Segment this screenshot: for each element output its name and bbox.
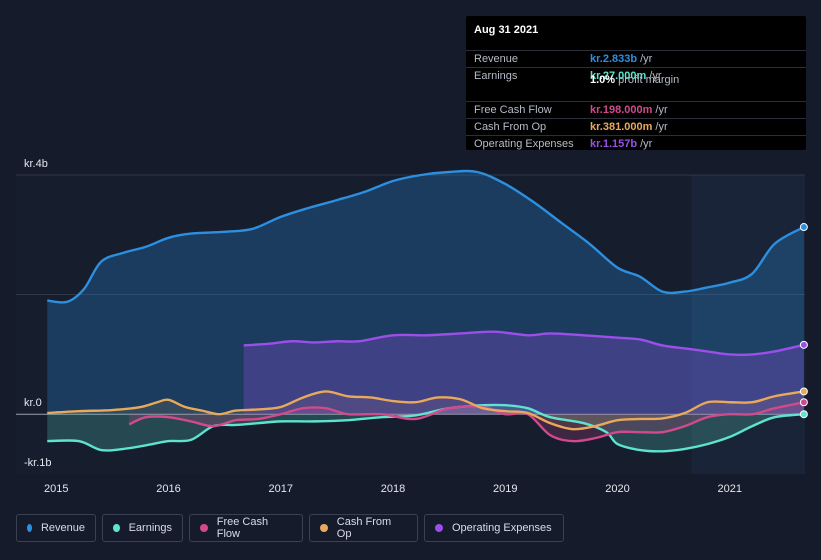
legend-label: Free Cash Flow: [216, 516, 269, 540]
grid-lines: [16, 174, 805, 415]
tooltip-row-free-cash-flow: Free Cash Flow kr.198.000m/yr: [466, 101, 806, 118]
legend-label: Cash From Op: [336, 516, 392, 540]
forecast-band-rect: [691, 175, 805, 474]
x-tick-label: 2018: [381, 483, 405, 495]
series-end-markers: [799, 223, 808, 419]
legend-dot-icon: [320, 524, 328, 532]
x-tick-label: 2020: [605, 483, 629, 495]
tooltip-value: kr.198.000m/yr: [590, 104, 668, 116]
legend-free-cash-flow[interactable]: Free Cash Flow: [189, 514, 303, 542]
legend-dot-icon: [113, 524, 120, 532]
x-tick-label: 2019: [493, 483, 517, 495]
tooltip-label: Revenue: [474, 53, 519, 65]
tooltip-unit: /yr: [655, 121, 668, 133]
tooltip-unit: /yr: [649, 70, 662, 82]
revenue-line: [47, 169, 805, 304]
legend-earnings[interactable]: Earnings: [102, 514, 183, 542]
series-lines: [47, 169, 805, 453]
tooltip-label: Operating Expenses: [474, 138, 574, 150]
y-tick-label: kr.0: [24, 397, 42, 409]
tooltip-row-operating-expenses: Operating Expenses kr.1.157b/yr: [466, 135, 806, 152]
revenue-end-point: [799, 223, 808, 232]
tooltip-label: Earnings: [474, 70, 518, 82]
tooltip-value: kr.2.833b/yr: [590, 53, 653, 65]
legend-label: Operating Expenses: [452, 522, 552, 534]
legend-label: Earnings: [128, 522, 172, 534]
legend-revenue[interactable]: Revenue: [16, 514, 96, 542]
earnings-end-point: [799, 410, 808, 419]
tooltip-label: Cash From Op: [474, 121, 547, 133]
x-axis-ticks: 2015 2016 2017 2018 2019 2020 2021: [44, 483, 742, 495]
legend-label: Revenue: [40, 522, 85, 534]
operating-expenses-area: [243, 331, 804, 415]
free-cash-flow-end-point: [799, 398, 808, 407]
tooltip-value: kr.381.000m/yr: [590, 121, 668, 133]
tooltip-row-earnings: Earnings kr.27.000m/yr: [466, 67, 806, 84]
cash-from-op-end-point: [799, 387, 808, 396]
tooltip-value: kr.1.157b/yr: [590, 138, 653, 150]
operating-expenses-end-point: [799, 340, 808, 349]
profit-margin: 1.0% profit margin: [590, 74, 679, 86]
tooltip-value: kr.27.000m/yr: [590, 70, 662, 82]
tooltip-unit: /yr: [640, 138, 653, 150]
tooltip-label: Free Cash Flow: [474, 104, 552, 116]
history-band: [16, 175, 692, 474]
tooltip-row-cash-from-op: Cash From Op kr.381.000m/yr: [466, 118, 806, 135]
tooltip-row-revenue: Revenue kr.2.833b/yr: [466, 50, 806, 67]
tooltip-unit: /yr: [655, 104, 668, 116]
tooltip-unit: /yr: [640, 53, 653, 65]
legend-dot-icon: [200, 524, 208, 532]
cash-from-op-line: [47, 390, 805, 431]
y-axis-ticks: kr.4b kr.0 -kr.1b: [24, 158, 52, 469]
operating-expenses-line: [243, 330, 805, 356]
tooltip: Aug 31 2021 Revenue kr.2.833b/yr Earnings k…: [466, 16, 806, 150]
profit-margin-value: 1.0%: [590, 74, 616, 86]
x-tick-label: 2017: [269, 483, 293, 495]
tooltip-date: Aug 31 2021: [474, 24, 539, 36]
x-tick-label: 2021: [718, 483, 742, 495]
y-tick-label: -kr.1b: [24, 457, 52, 469]
profit-margin-label: profit margin: [618, 74, 680, 86]
legend-dot-icon: [27, 524, 32, 532]
y-tick-label: kr.4b: [24, 158, 48, 170]
legend-cash-from-op[interactable]: Cash From Op: [309, 514, 418, 542]
legend-dot-icon: [435, 524, 443, 532]
earnings-area: [47, 404, 804, 452]
legend-operating-expenses[interactable]: Operating Expenses: [424, 514, 564, 542]
x-tick-label: 2015: [44, 483, 68, 495]
forecast-band: [16, 175, 805, 474]
x-tick-label: 2016: [156, 483, 180, 495]
